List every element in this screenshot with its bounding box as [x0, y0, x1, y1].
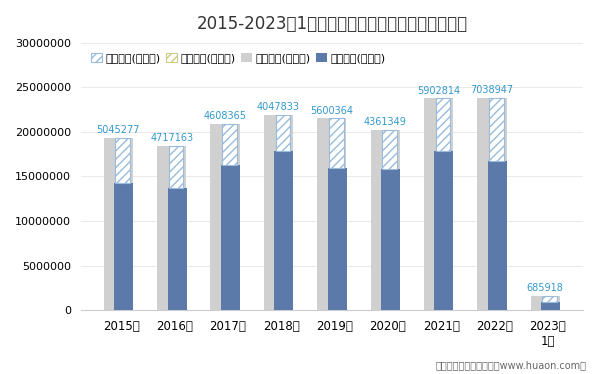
Text: 7038947: 7038947 — [471, 85, 514, 95]
Bar — [169, 146, 184, 188]
Text: 5902814: 5902814 — [417, 86, 460, 96]
Bar — [114, 183, 133, 310]
Text: 4608365: 4608365 — [203, 111, 246, 121]
Bar — [276, 115, 290, 151]
Bar — [264, 115, 293, 310]
Bar — [477, 98, 507, 310]
Bar — [115, 138, 130, 183]
Bar — [382, 130, 397, 169]
Bar — [317, 118, 346, 310]
Bar — [489, 98, 504, 161]
Text: 685918: 685918 — [527, 283, 564, 293]
Bar — [210, 124, 240, 310]
Bar — [530, 296, 560, 310]
Title: 2015-2023年1月江苏省外商投资企业进出口差额图: 2015-2023年1月江苏省外商投资企业进出口差额图 — [196, 15, 468, 33]
Bar — [542, 296, 557, 302]
Bar — [424, 98, 453, 310]
Bar — [328, 168, 347, 310]
Text: 4047833: 4047833 — [257, 102, 300, 112]
Text: 5045277: 5045277 — [97, 125, 140, 135]
Bar — [167, 188, 187, 310]
Bar — [103, 138, 133, 310]
Text: 5600364: 5600364 — [310, 105, 353, 116]
Bar — [371, 130, 400, 310]
Text: 4361349: 4361349 — [364, 117, 407, 127]
Bar — [157, 146, 187, 310]
Bar — [541, 302, 560, 310]
Bar — [274, 151, 294, 310]
Bar — [435, 98, 450, 151]
Bar — [488, 161, 507, 310]
Bar — [222, 124, 237, 165]
Bar — [434, 151, 453, 310]
Bar — [329, 118, 344, 168]
Bar — [221, 165, 240, 310]
Bar — [381, 169, 400, 310]
Text: 制图：华经产业研究院（www.huaon.com）: 制图：华经产业研究院（www.huaon.com） — [435, 360, 586, 370]
Legend: 贸易顺差(万美元), 贸易逆差(万美元), 出口总额(万美元), 进口总额(万美元): 贸易顺差(万美元), 贸易逆差(万美元), 出口总额(万美元), 进口总额(万美… — [86, 49, 390, 68]
Text: 4717163: 4717163 — [150, 134, 193, 143]
